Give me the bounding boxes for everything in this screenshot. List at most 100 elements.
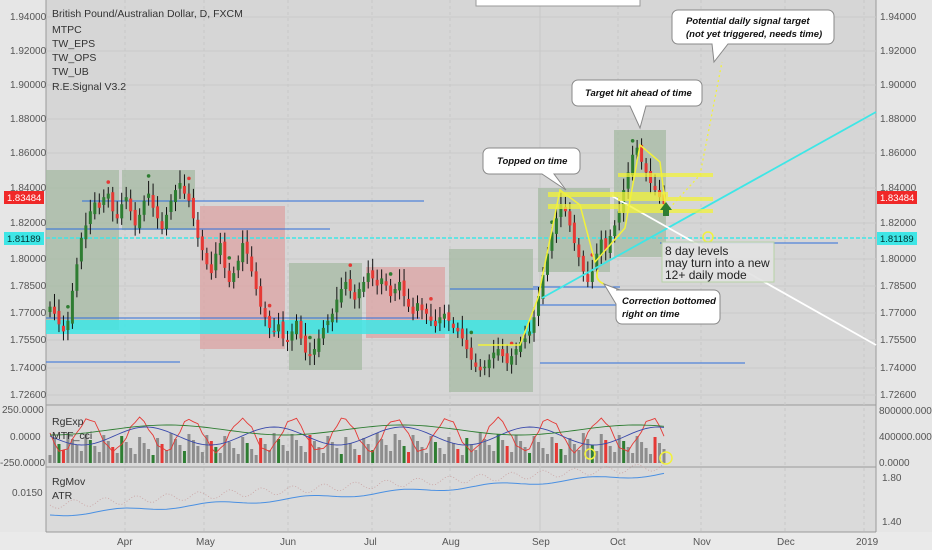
- note-text-3: 12+ daily mode: [665, 268, 747, 282]
- volume-bar-47: [259, 438, 263, 463]
- volume-bar-71: [366, 444, 370, 463]
- volume-bar-48: [263, 444, 267, 463]
- volume-bar-94: [469, 444, 473, 463]
- volume-bar-126: [613, 452, 617, 463]
- symbol-title[interactable]: British Pound/Australian Dollar, D, FXCM: [52, 8, 243, 20]
- indicator-label-re-signal[interactable]: R.E.Signal V3.2: [52, 81, 126, 93]
- x-tick-2: Jun: [280, 537, 296, 548]
- callout-correction-text-2: right on time: [622, 309, 680, 320]
- candle-body-18: [129, 198, 133, 212]
- callout-potential-text-1: Potential daily signal target: [686, 16, 810, 27]
- y-tick-right-0: 1.94000: [880, 12, 917, 23]
- indicator-label-tw-eps[interactable]: TW_EPS: [52, 38, 95, 50]
- candle-body-41: [232, 273, 236, 282]
- volume-bar-73: [375, 433, 379, 463]
- candle-body-63: [330, 313, 334, 323]
- candle-body-53: [286, 339, 290, 343]
- volume-bar-22: [147, 449, 151, 463]
- candle-body-23: [151, 195, 155, 208]
- volume-bar-105: [519, 441, 523, 463]
- volume-bar-77: [393, 434, 397, 463]
- indicator-label-mtpc[interactable]: MTPC: [52, 24, 82, 36]
- candle-body-9: [88, 211, 92, 225]
- candle-body-60: [317, 338, 321, 352]
- candle-body-131: [635, 147, 639, 155]
- current-price-tag: 1.83484 1.83484: [4, 191, 917, 204]
- panel1-yellow-circle-1: [584, 448, 596, 460]
- panel2-label-atr[interactable]: ATR: [52, 490, 73, 502]
- volume-bar-118: [577, 450, 581, 463]
- volume-bar-3: [61, 450, 65, 463]
- candle-body-74: [380, 278, 384, 285]
- volume-bar-109: [537, 442, 541, 463]
- panel1-label-rgexp[interactable]: RgExp: [52, 416, 84, 428]
- volume-bar-39: [223, 436, 227, 463]
- rgmov-line: [49, 472, 665, 517]
- candle-body-64: [335, 299, 339, 313]
- volume-bar-26: [165, 450, 169, 463]
- volume-bar-106: [523, 447, 527, 463]
- volume-bar-34: [200, 452, 204, 463]
- signal-dot-130: [630, 138, 635, 143]
- panel2-right-tick-bottom: 1.40: [882, 517, 902, 528]
- candle-body-87: [438, 317, 442, 324]
- signal-dot-4: [66, 305, 70, 309]
- candle-body-88: [442, 313, 446, 319]
- signal-dot-40: [227, 256, 232, 260]
- volume-bar-76: [389, 451, 393, 463]
- candle-body-5: [70, 290, 74, 324]
- candle-body-62: [326, 320, 330, 326]
- candle-body-72: [371, 270, 375, 279]
- candle-body-101: [501, 349, 505, 357]
- volume-bar-51: [277, 439, 281, 463]
- volume-bar-6: [75, 445, 79, 463]
- candle-body-28: [173, 190, 177, 203]
- candle-body-70: [362, 281, 366, 292]
- y-tick-right-4: 1.86000: [880, 148, 917, 159]
- indicator-label-tw-ops[interactable]: TW_OPS: [52, 52, 96, 64]
- volume-bar-18: [129, 448, 133, 463]
- volume-bar-53: [286, 451, 290, 463]
- panel1-right-tick-mid: 400000.0000: [879, 432, 932, 443]
- volume-bar-30: [182, 451, 186, 463]
- cycle-box-3: [289, 263, 362, 370]
- y-tick-right-1: 1.92000: [880, 46, 917, 57]
- y-tick-left-2: 1.90000: [10, 80, 47, 91]
- x-axis-ticks: Apr May Jun Jul Aug Sep Oct Nov Dec 2019: [117, 537, 879, 548]
- volume-bar-128: [622, 441, 626, 463]
- candle-body-52: [281, 321, 285, 339]
- volume-bar-16: [120, 436, 124, 463]
- volume-bar-87: [438, 448, 442, 463]
- candle-body-121: [590, 271, 594, 282]
- volume-bar-111: [545, 454, 549, 463]
- candle-body-126: [613, 225, 617, 237]
- panel1-label-mtfcci[interactable]: MTF_cci: [52, 430, 92, 442]
- candle-body-117: [572, 222, 576, 244]
- panel1-right-tick-bottom: 0.0000: [879, 458, 910, 469]
- candle-body-116: [568, 211, 572, 226]
- indicator-label-tw-ub[interactable]: TW_UB: [52, 66, 89, 78]
- candle-body-31: [187, 193, 191, 201]
- y-tick-right-6: 1.82000: [880, 218, 917, 229]
- y-tick-left-1: 1.92000: [10, 46, 47, 57]
- volume-bar-11: [97, 452, 101, 463]
- volume-bar-70: [362, 438, 366, 463]
- volume-bar-129: [626, 447, 630, 463]
- candle-body-55: [294, 320, 298, 335]
- callout-topped: Topped on time: [482, 147, 581, 191]
- candle-body-134: [649, 171, 653, 184]
- time-axis: [0, 532, 932, 550]
- volume-bar-64: [335, 448, 339, 463]
- panel2-label-rgmov[interactable]: RgMov: [52, 476, 86, 488]
- volume-bar-50: [272, 433, 276, 463]
- candle-body-67: [348, 279, 352, 291]
- signal-dot-67: [348, 263, 353, 267]
- candle-body-107: [528, 331, 532, 336]
- callout-target-hit: Target hit ahead of time: [571, 79, 703, 130]
- indicator-1-drawing: [48, 416, 673, 465]
- candle-body-61: [321, 327, 325, 339]
- candle-body-50: [272, 330, 276, 333]
- candle-body-33: [196, 219, 200, 238]
- volume-bar-28: [173, 439, 177, 463]
- candle-body-32: [191, 197, 195, 219]
